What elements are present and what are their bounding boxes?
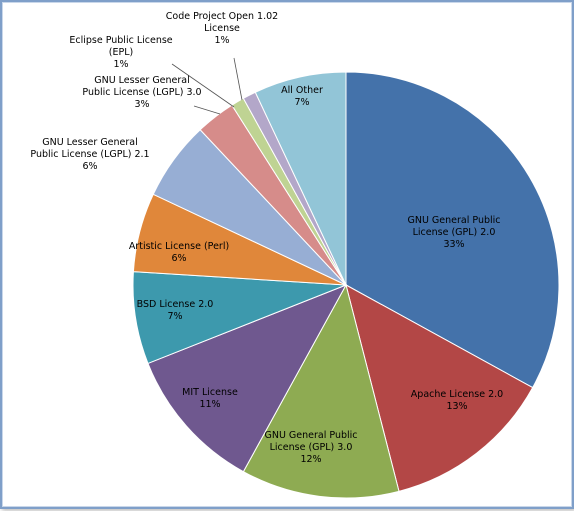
pie-slice-2 xyxy=(345,284,534,492)
slice-label-line: Eclipse Public License xyxy=(69,35,172,46)
slice-label-line: License xyxy=(204,23,240,34)
slice-label-line: 13% xyxy=(446,401,467,412)
slice-label-1: GNU General Public License (GPL) 2.0 33% xyxy=(407,215,500,250)
leader-line-8 xyxy=(193,105,221,115)
slice-label-line: 33% xyxy=(443,239,464,250)
pie-slice-1 xyxy=(345,71,560,389)
slice-label-line: 6% xyxy=(82,161,97,172)
leader-lines xyxy=(171,57,243,115)
slice-label-line: 6% xyxy=(171,253,186,264)
slice-label-line: BSD License 2.0 xyxy=(137,299,214,310)
slice-label-2: Apache License 2.0 13% xyxy=(411,389,503,412)
pie-slices xyxy=(132,71,560,499)
slice-label-11: All Other 7% xyxy=(281,85,323,108)
slice-label-line: 3% xyxy=(134,99,149,110)
slice-label-line: License (GPL) 3.0 xyxy=(270,442,353,453)
slice-label-line: 11% xyxy=(199,399,220,410)
slice-label-line: Public License (LGPL) 3.0 xyxy=(82,87,201,98)
slice-label-line: GNU Lesser General xyxy=(94,75,190,86)
slice-label-line: (EPL) xyxy=(109,47,133,58)
slice-label-line: All Other xyxy=(281,85,323,96)
slice-label-5: BSD License 2.0 7% xyxy=(137,299,214,322)
slice-label-line: GNU General Public xyxy=(264,430,357,441)
slice-label-7: GNU Lesser General Public License (LGPL) … xyxy=(30,137,149,172)
slice-labels: GNU General Public License (GPL) 2.0 33%Ap… xyxy=(30,11,503,465)
slice-label-line: GNU Lesser General xyxy=(42,137,138,148)
slice-label-line: Artistic License (Perl) xyxy=(129,241,229,252)
slice-label-10: Code Project Open 1.02 License 1% xyxy=(166,11,278,46)
slice-label-line: 12% xyxy=(300,454,321,465)
slice-label-line: 7% xyxy=(294,97,309,108)
leader-line-9 xyxy=(171,63,235,108)
pie-slice-11 xyxy=(254,71,347,286)
slice-label-4: MIT License 11% xyxy=(182,387,238,410)
slice-label-line: GNU General Public xyxy=(407,215,500,226)
slice-label-6: Artistic License (Perl) 6% xyxy=(129,241,229,264)
slice-label-9: Eclipse Public License (EPL) 1% xyxy=(69,35,172,70)
slice-label-line: Code Project Open 1.02 xyxy=(166,11,278,22)
slice-label-line: 1% xyxy=(214,35,229,46)
slice-label-3: GNU General Public License (GPL) 3.0 12% xyxy=(264,430,357,465)
leader-line-10 xyxy=(233,57,243,101)
slice-label-line: Public License (LGPL) 2.1 xyxy=(30,149,149,160)
slice-label-8: GNU Lesser General Public License (LGPL) … xyxy=(82,75,201,110)
pie-slice-4 xyxy=(147,284,348,473)
slice-label-line: 1% xyxy=(113,59,128,70)
slice-label-line: Apache License 2.0 xyxy=(411,389,503,400)
slice-label-line: License (GPL) 2.0 xyxy=(413,227,496,238)
slice-label-line: MIT License xyxy=(182,387,238,398)
pie-slice-3 xyxy=(242,283,400,499)
slice-label-line: 7% xyxy=(167,311,182,322)
